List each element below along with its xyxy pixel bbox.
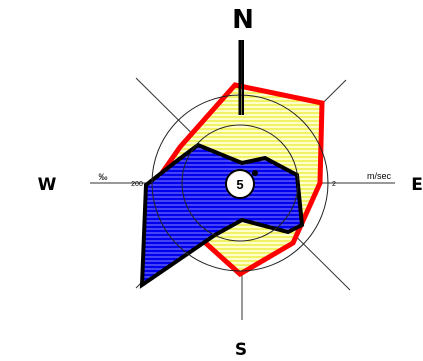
calm-dot [252,170,258,176]
frequency-unit: ‰ [99,172,108,182]
tick-labels: ‰ 200 1 2 m/sec [99,171,392,188]
cardinal-west: W [38,175,57,195]
grid-circle-inner [181,124,299,242]
cardinal-south: S [235,340,247,360]
speed-unit: m/sec [367,171,392,181]
north-needle [238,40,244,115]
calm-indicator: 5 [225,169,258,199]
frequency-tick-200: 200 [131,181,143,188]
cardinal-north: N [232,5,254,35]
speed-tick-1: 1 [296,181,300,188]
speed-tick-2: 2 [332,181,336,188]
cardinal-east: E [411,175,423,195]
calm-value: 5 [236,177,243,192]
